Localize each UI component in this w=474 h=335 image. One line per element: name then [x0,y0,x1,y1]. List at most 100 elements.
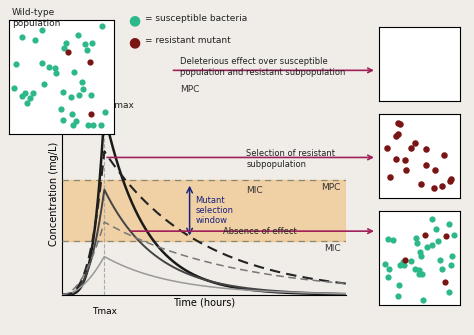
Point [97,123,105,128]
Text: Deleterious effect over susceptible
population and resistant subpopulation: Deleterious effect over susceptible popu… [180,57,346,77]
Point [87,111,94,117]
Point [419,297,427,303]
Point [434,239,441,244]
Point [59,89,67,95]
Point [401,263,408,268]
Point [407,145,415,151]
Point [415,271,423,277]
Text: Selection of resistant
subpopulation: Selection of resistant subpopulation [246,149,336,169]
Text: ●: ● [128,35,140,49]
Point [18,34,26,40]
Point [413,240,421,245]
Bar [62,180,346,241]
Point [399,259,407,265]
Point [21,90,28,96]
Point [447,262,455,267]
Point [392,133,400,138]
Point [401,157,409,163]
Point [381,262,389,267]
Point [421,232,428,238]
Point [59,117,66,122]
Text: = susceptible bacteria: = susceptible bacteria [145,14,247,23]
Point [46,64,53,70]
Point [101,110,109,115]
Point [401,257,408,262]
Point [383,145,391,151]
Point [428,242,436,247]
Point [402,167,410,172]
Point [64,49,72,55]
Point [39,60,46,65]
Point [448,253,456,259]
Point [418,253,425,259]
Point [441,279,448,285]
Point [440,152,448,157]
Point [396,122,404,127]
Point [436,257,444,263]
Point [72,118,80,124]
Point [86,59,94,64]
Point [12,61,19,66]
Y-axis label: Concentration (mg/L): Concentration (mg/L) [49,142,59,247]
Point [385,274,392,279]
Point [412,235,420,240]
Text: MPC: MPC [180,85,200,94]
Point [416,268,423,273]
X-axis label: Time (hours): Time (hours) [173,297,235,308]
Point [69,111,76,116]
Point [394,120,402,126]
Point [411,267,419,272]
Point [24,100,31,106]
Text: Mutant
selection
window: Mutant selection window [195,196,233,225]
Point [419,271,426,276]
Point [74,32,82,38]
Point [31,37,39,42]
Point [407,259,415,264]
Point [26,96,34,101]
Point [67,95,75,100]
Text: Cmax: Cmax [109,102,135,111]
Point [431,168,439,173]
Text: Wild-type
population: Wild-type population [12,8,60,28]
Point [447,176,455,182]
Point [396,262,404,268]
Point [422,147,430,152]
Text: MPC: MPC [321,183,340,192]
Point [29,90,36,95]
Point [450,232,458,238]
Point [98,23,106,28]
Point [60,46,67,51]
Point [392,156,400,161]
Point [84,122,91,127]
Point [416,249,423,255]
Point [52,65,59,70]
Text: ●: ● [128,13,140,27]
Point [40,82,48,87]
Point [411,140,419,145]
Point [423,244,430,249]
Point [83,48,91,53]
Point [82,41,89,46]
Point [58,106,65,111]
Point [62,40,70,46]
Point [18,94,26,99]
Text: MIC: MIC [324,244,340,253]
Point [428,217,436,222]
Text: Tmax: Tmax [92,307,117,316]
Point [90,122,97,128]
Point [87,92,95,97]
Point [432,227,439,232]
Point [10,86,18,91]
Text: = resistant mutant: = resistant mutant [145,36,230,45]
Text: Absence of effect: Absence of effect [223,227,297,236]
Point [422,162,430,168]
Point [38,28,46,33]
Point [79,86,87,92]
Point [384,237,392,242]
Text: MIC: MIC [246,186,263,195]
Point [418,181,425,187]
Point [438,266,445,272]
Point [438,184,446,189]
Point [442,233,449,238]
Point [78,79,86,84]
